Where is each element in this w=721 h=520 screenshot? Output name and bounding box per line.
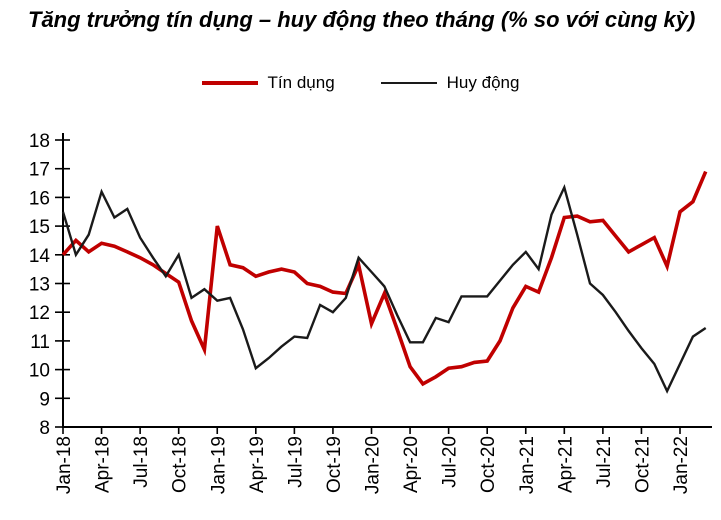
x-tick-label: Apr-19: [247, 436, 268, 493]
x-tick-label: Oct-19: [324, 436, 345, 493]
legend-item-huy-dong: Huy động: [380, 73, 520, 93]
credit-line-series: [61, 170, 708, 387]
y-tick-label: 8: [39, 418, 50, 439]
y-tick-label: 11: [30, 332, 50, 353]
legend-line-swatch-credit: [201, 81, 258, 85]
y-tick-label: 15: [29, 217, 50, 238]
x-tick-label: Jan-20: [363, 436, 384, 494]
x-tick-label: Jul-20: [440, 436, 461, 488]
y-tick-label: 13: [29, 275, 50, 296]
deposit-line-series: [61, 183, 707, 394]
x-tick-label: Oct-18: [170, 436, 191, 493]
y-tick-label: 17: [29, 160, 50, 181]
x-tick-label: Jan-19: [208, 436, 229, 494]
y-tick-label: 10: [29, 361, 50, 382]
x-tick-label: Jan-22: [671, 436, 692, 494]
y-tick-label: 14: [29, 246, 51, 267]
legend-item-tin-dung: Tín dụng: [201, 73, 335, 93]
x-tick-label: Jan-21: [517, 436, 538, 494]
y-tick-label: 9: [39, 389, 50, 410]
legend-label-tin-dung: Tín dụng: [267, 73, 335, 92]
y-tick-label: 16: [29, 188, 50, 209]
chart-title: Tăng trưởng tín dụng – huy động theo thá…: [28, 7, 696, 32]
x-tick-label: Apr-21: [555, 436, 576, 493]
x-tick-label: Jul-18: [131, 436, 152, 488]
legend-label-huy-dong: Huy động: [446, 73, 520, 92]
y-tick-label: 18: [29, 131, 50, 152]
x-tick-label: Jan-18: [54, 436, 75, 494]
x-tick-label: Oct-21: [632, 436, 653, 493]
x-tick-label: Jul-21: [594, 436, 615, 488]
x-tick-label: Jul-19: [285, 436, 306, 488]
legend-line-swatch-deposit: [380, 82, 437, 84]
x-tick-label: Apr-20: [401, 436, 422, 493]
x-tick-label: Oct-20: [478, 436, 499, 493]
x-tick-label: Apr-18: [93, 436, 114, 493]
chart-legend: Tín dụng Huy động: [0, 70, 721, 96]
y-tick-label: 12: [29, 303, 50, 324]
